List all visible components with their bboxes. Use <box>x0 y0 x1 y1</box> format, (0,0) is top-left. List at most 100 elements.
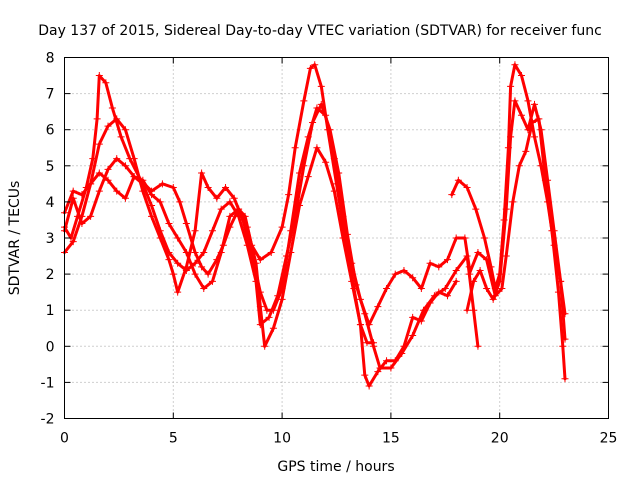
y-tick-label-1: -1 <box>41 375 55 391</box>
point-track-g-8 <box>522 147 530 155</box>
point-track-e-2 <box>463 183 471 191</box>
point-track-d-38 <box>374 368 382 376</box>
point-track-c-31 <box>326 126 334 134</box>
point-track-g-0 <box>465 270 473 278</box>
point-track-b-40 <box>391 270 399 278</box>
point-track-b-42 <box>409 274 417 282</box>
point-track-c-43 <box>441 285 449 293</box>
point-track-b-13 <box>169 270 177 278</box>
point-track-d-30 <box>313 144 321 152</box>
point-track-c-35 <box>361 310 369 318</box>
point-track-d-35 <box>356 321 364 329</box>
point-track-b-5 <box>104 122 112 130</box>
point-track-c-28 <box>300 162 308 170</box>
point-track-c-11 <box>156 227 164 235</box>
point-track-f-1 <box>470 277 478 285</box>
point-track-b-21 <box>230 194 238 202</box>
point-track-e-11 <box>511 61 519 69</box>
point-track-d-24 <box>261 342 269 350</box>
point-track-d-31 <box>322 158 330 166</box>
point-track-a-7 <box>102 79 110 87</box>
point-track-b-18 <box>204 183 212 191</box>
point-track-d-6 <box>113 155 121 163</box>
point-track-c-25 <box>274 292 282 300</box>
point-track-d-22 <box>252 259 260 267</box>
point-track-d-45 <box>435 288 443 296</box>
point-track-a-30 <box>291 144 299 152</box>
point-track-g-14 <box>559 342 567 350</box>
point-track-f-0 <box>463 306 471 314</box>
point-track-c-7 <box>121 194 129 202</box>
y-tick-label-0: -2 <box>41 412 55 428</box>
point-track-b-1 <box>69 238 77 246</box>
point-track-b-46 <box>443 256 451 264</box>
point-track-d-16 <box>200 285 208 293</box>
point-track-b-19 <box>213 194 221 202</box>
point-track-b-48 <box>461 234 469 242</box>
point-track-d-42 <box>409 313 417 321</box>
point-track-g-12 <box>548 227 556 235</box>
point-track-b-47 <box>452 234 460 242</box>
point-track-b-38 <box>374 303 382 311</box>
point-track-d-10 <box>148 191 156 199</box>
point-track-b-16 <box>191 227 199 235</box>
axis-ticks: 0 5 10 15 20 25 -2 -1 0 1 2 3 4 5 6 7 8 <box>41 51 618 447</box>
point-track-a-8 <box>108 104 116 112</box>
point-track-c-4 <box>95 169 103 177</box>
point-track-a-32 <box>306 64 314 72</box>
chart-title: Day 137 of 2015, Sidereal Day-to-day VTE… <box>38 23 602 39</box>
point-track-a-34 <box>317 82 325 90</box>
series-line-track-c <box>63 102 480 370</box>
point-track-b-44 <box>426 259 434 267</box>
point-track-a-40 <box>363 339 371 347</box>
point-track-d-18 <box>217 248 225 256</box>
point-track-b-8 <box>130 155 138 163</box>
point-track-f-6 <box>502 205 510 213</box>
point-track-g-15 <box>561 375 569 383</box>
y-tick-label-8: 6 <box>46 123 55 139</box>
point-track-d-9 <box>139 176 147 184</box>
x-tick-label-3: 15 <box>382 431 400 447</box>
point-track-a-15 <box>176 198 184 206</box>
point-track-g-5 <box>502 252 510 260</box>
point-track-d-7 <box>121 162 129 170</box>
point-track-a-28 <box>278 223 286 231</box>
point-track-g-7 <box>515 162 523 170</box>
point-track-d-8 <box>130 173 138 181</box>
point-track-f-11 <box>531 100 539 108</box>
point-track-d-47 <box>452 277 460 285</box>
series-track-a <box>61 61 377 347</box>
series-line-track-d <box>63 146 458 388</box>
point-track-c-3 <box>87 180 95 188</box>
point-track-d-14 <box>182 248 190 256</box>
y-tick-label-4: 2 <box>46 267 55 283</box>
point-track-c-1 <box>69 187 77 195</box>
point-track-d-37 <box>365 382 373 390</box>
series-track-c <box>61 100 482 372</box>
point-track-a-27 <box>267 248 275 256</box>
point-track-c-36 <box>369 342 377 350</box>
point-track-a-9 <box>117 133 125 141</box>
point-track-c-44 <box>452 266 460 274</box>
point-track-g-11 <box>541 176 549 184</box>
point-track-d-13 <box>174 234 182 242</box>
grid-lines <box>64 57 609 419</box>
point-track-d-41 <box>400 342 408 350</box>
point-track-b-43 <box>417 285 425 293</box>
point-track-g-10 <box>535 115 543 123</box>
point-track-c-15 <box>191 259 199 267</box>
point-track-d-23 <box>256 303 264 311</box>
point-track-d-11 <box>156 198 164 206</box>
point-track-f-4 <box>489 295 497 303</box>
point-track-a-33 <box>311 61 319 69</box>
y-tick-label-7: 5 <box>46 159 55 175</box>
point-track-d-21 <box>243 223 251 231</box>
data-series <box>61 61 569 390</box>
point-track-c-33 <box>343 230 351 238</box>
point-track-e-12 <box>517 72 525 80</box>
point-track-g-13 <box>554 288 562 296</box>
point-track-b-4 <box>95 140 103 148</box>
point-track-b-7 <box>121 126 129 134</box>
